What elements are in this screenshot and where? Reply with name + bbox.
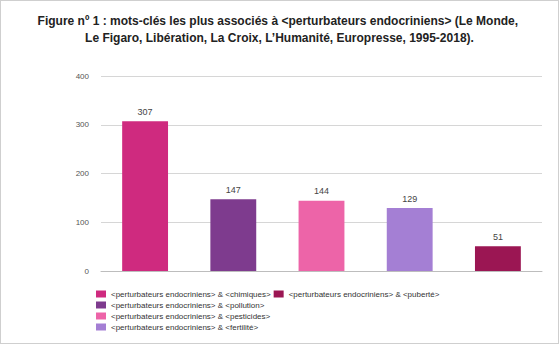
svg-text:100: 100 [76, 218, 90, 227]
svg-text:144: 144 [314, 186, 329, 196]
svg-text:Figure nº 1 : mots-clés les pl: Figure nº 1 : mots-clés les plus associé… [38, 14, 522, 28]
svg-text:307: 307 [138, 107, 153, 117]
svg-text:<perturbateurs endocriniens> &: <perturbateurs endocriniens> & <pesticid… [111, 312, 271, 321]
svg-text:<perturbateurs endocriniens> &: <perturbateurs endocriniens> & <pollutio… [111, 301, 265, 310]
svg-text:129: 129 [402, 194, 417, 204]
svg-text:<perturbateurs endocriniens> &: <perturbateurs endocriniens> & <chimique… [111, 290, 271, 299]
svg-text:147: 147 [226, 185, 241, 195]
svg-text:300: 300 [76, 120, 90, 129]
svg-text:400: 400 [76, 72, 90, 81]
svg-text:<perturbateurs endocriniens> &: <perturbateurs endocriniens> & <fertilit… [111, 323, 259, 332]
svg-text:Le Figaro, Libération, La Croi: Le Figaro, Libération, La Croix, L’Human… [85, 31, 474, 45]
svg-text:200: 200 [76, 169, 90, 178]
svg-text:51: 51 [493, 232, 503, 242]
svg-text:<perturbateurs endocriniens> &: <perturbateurs endocriniens> & <puberté> [289, 290, 440, 299]
svg-text:0: 0 [85, 267, 90, 276]
